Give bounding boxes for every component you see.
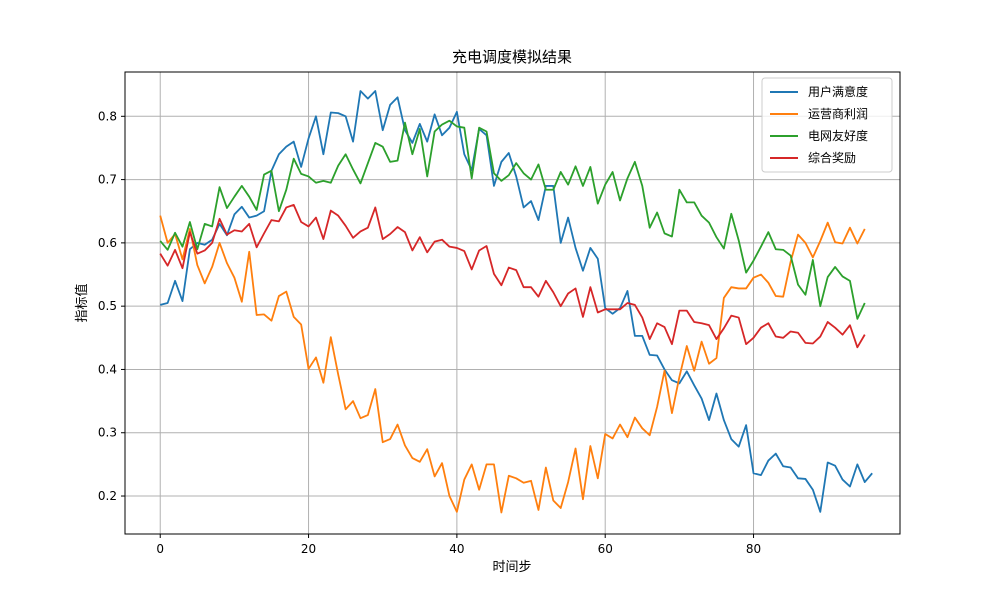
grid (125, 72, 900, 534)
y-tick-label: 0.8 (98, 109, 117, 123)
chart-title: 充电调度模拟结果 (452, 48, 572, 66)
legend-label: 电网友好度 (808, 128, 868, 143)
y-tick-label: 0.3 (98, 426, 117, 440)
series-line-3 (159, 203, 866, 349)
plot-frame (124, 71, 901, 535)
series-lines (159, 90, 873, 514)
y-tick-label: 0.2 (98, 489, 117, 503)
y-tick-label: 0.6 (98, 236, 117, 250)
legend-label: 综合奖励 (808, 150, 856, 165)
ticks: 0 20 40 60 80 0.2 0.3 0.4 0.5 0.6 0.7 0.8 (98, 109, 761, 556)
legend-label: 运营商利润 (808, 106, 868, 121)
y-tick-label: 0.5 (98, 299, 117, 313)
x-tick-label: 0 (156, 542, 164, 556)
x-tick-label: 20 (301, 542, 316, 556)
x-tick-label: 60 (598, 542, 613, 556)
y-tick-label: 0.4 (98, 362, 117, 376)
legend-label: 用户满意度 (808, 84, 868, 99)
x-tick-label: 40 (449, 542, 464, 556)
x-tick-label: 80 (746, 542, 761, 556)
y-tick-label: 0.7 (98, 173, 117, 187)
series-line-1 (159, 215, 866, 514)
legend-box (761, 77, 893, 173)
series-line-2 (159, 119, 866, 320)
y-axis-label: 指标值 (74, 283, 90, 322)
x-axis-label: 时间步 (492, 560, 531, 575)
series-line-0 (160, 90, 873, 513)
